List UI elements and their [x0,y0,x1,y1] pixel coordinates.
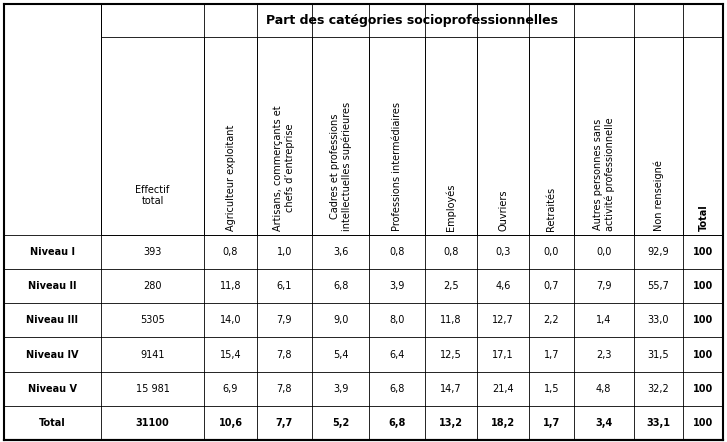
Text: 10,6: 10,6 [219,418,243,428]
Text: Effectif
total: Effectif total [135,185,169,206]
Text: 100: 100 [694,316,713,325]
Text: 8,0: 8,0 [390,316,405,325]
Text: 6,8: 6,8 [390,384,405,394]
Text: 0,0: 0,0 [596,247,611,257]
Text: 3,9: 3,9 [390,281,405,291]
Text: 32,2: 32,2 [648,384,670,394]
Text: Niveau I: Niveau I [30,247,75,257]
Text: 0,0: 0,0 [544,247,559,257]
Text: 7,8: 7,8 [276,384,292,394]
Text: 1,5: 1,5 [544,384,559,394]
Text: Non renseigné: Non renseigné [654,160,664,231]
Text: 1,4: 1,4 [596,316,611,325]
Text: 0,8: 0,8 [223,247,238,257]
Text: 9,0: 9,0 [333,316,348,325]
Text: 11,8: 11,8 [440,316,462,325]
Text: 1,0: 1,0 [276,247,292,257]
Text: 7,7: 7,7 [276,418,293,428]
Text: 2,5: 2,5 [443,281,459,291]
Text: Agriculteur exploitant: Agriculteur exploitant [225,124,236,231]
Text: 12,7: 12,7 [492,316,514,325]
Text: Retraités: Retraités [547,187,556,231]
Text: 7,8: 7,8 [276,350,292,359]
Text: 6,4: 6,4 [390,350,405,359]
Text: Niveau III: Niveau III [26,316,79,325]
Text: 33,1: 33,1 [646,418,670,428]
Text: 3,4: 3,4 [595,418,612,428]
Text: 12,5: 12,5 [440,350,462,359]
Text: 1,7: 1,7 [543,418,560,428]
Text: 7,9: 7,9 [596,281,611,291]
Text: 393: 393 [143,247,162,257]
Text: 11,8: 11,8 [220,281,241,291]
Text: 31,5: 31,5 [648,350,670,359]
Text: 17,1: 17,1 [492,350,514,359]
Text: 15 981: 15 981 [136,384,169,394]
Text: 100: 100 [694,350,713,359]
Text: 6,8: 6,8 [333,281,348,291]
Text: 7,9: 7,9 [276,316,292,325]
Text: 33,0: 33,0 [648,316,670,325]
Text: 13,2: 13,2 [439,418,463,428]
Text: 14,7: 14,7 [440,384,462,394]
Text: 100: 100 [694,247,713,257]
Text: 5,2: 5,2 [332,418,349,428]
Text: 280: 280 [143,281,162,291]
Text: 0,8: 0,8 [443,247,459,257]
Text: 21,4: 21,4 [492,384,514,394]
Text: Ouvriers: Ouvriers [498,189,508,231]
Text: Artisans, commerçants et
chefs d’entreprise: Artisans, commerçants et chefs d’entrepr… [273,105,295,231]
Text: 4,6: 4,6 [495,281,511,291]
Text: 6,9: 6,9 [223,384,238,394]
Text: 6,8: 6,8 [388,418,406,428]
Text: Total: Total [39,418,65,428]
Text: 5305: 5305 [140,316,165,325]
Text: Autres personnes sans
activité professionnelle: Autres personnes sans activité professio… [593,117,615,231]
Text: 9141: 9141 [140,350,165,359]
Text: 55,7: 55,7 [648,281,670,291]
Text: 0,7: 0,7 [544,281,559,291]
Text: Total: Total [699,204,708,231]
Text: Cadres et professions
intellectuelles supérieures: Cadres et professions intellectuelles su… [329,102,352,231]
Text: 18,2: 18,2 [491,418,515,428]
Text: 5,4: 5,4 [333,350,348,359]
Text: 92,9: 92,9 [648,247,670,257]
Text: 4,8: 4,8 [596,384,611,394]
Text: 14,0: 14,0 [220,316,241,325]
Text: 31100: 31100 [136,418,169,428]
Text: 2,3: 2,3 [596,350,611,359]
Text: 15,4: 15,4 [220,350,241,359]
Text: Niveau V: Niveau V [28,384,77,394]
Text: 2,2: 2,2 [544,316,559,325]
Text: 6,1: 6,1 [276,281,292,291]
Text: 0,8: 0,8 [390,247,405,257]
Text: 1,7: 1,7 [544,350,559,359]
Text: 0,3: 0,3 [495,247,511,257]
Text: 100: 100 [694,384,713,394]
Text: 100: 100 [694,281,713,291]
Text: 3,9: 3,9 [333,384,348,394]
Text: Professions intermédiaires: Professions intermédiaires [392,102,402,231]
Text: Employés: Employés [446,183,456,231]
Text: 3,6: 3,6 [333,247,348,257]
Text: Niveau II: Niveau II [28,281,76,291]
Text: Niveau IV: Niveau IV [26,350,79,359]
Text: Part des catégories socioprofessionnelles: Part des catégories socioprofessionnelle… [266,14,558,27]
Text: 100: 100 [694,418,713,428]
